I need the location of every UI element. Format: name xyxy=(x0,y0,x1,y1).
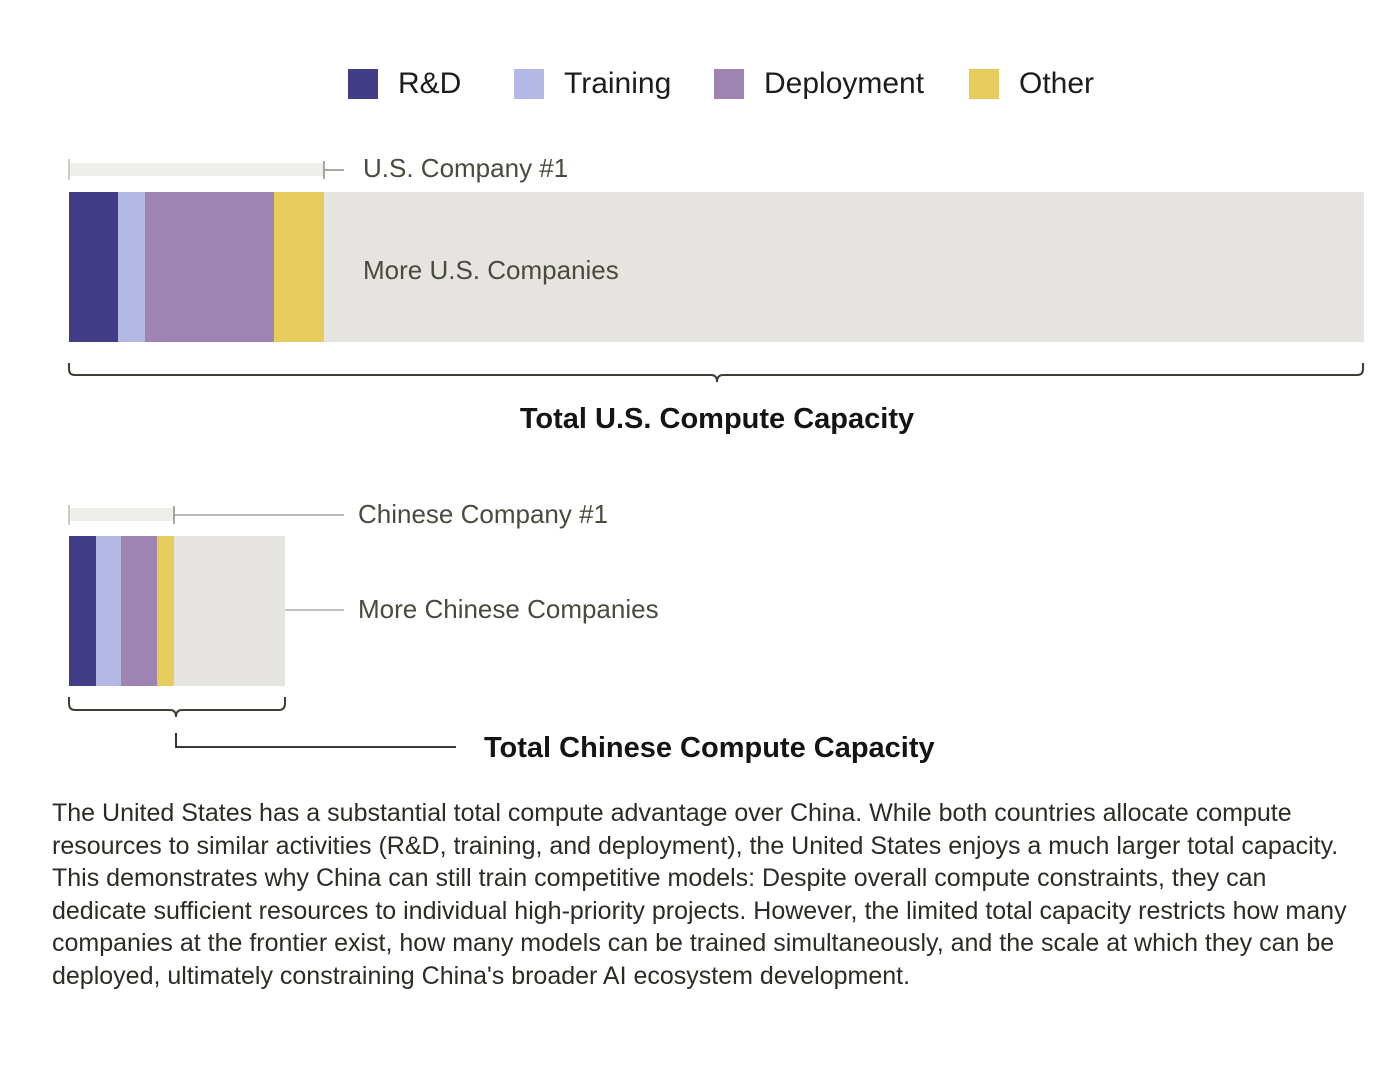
us-training-segment xyxy=(118,192,146,342)
legend-label-deployment: Deployment xyxy=(764,67,925,100)
us-other-segment xyxy=(274,192,324,342)
legend-label-rd: R&D xyxy=(398,67,462,100)
us-total-label: Total U.S. Compute Capacity xyxy=(520,403,914,435)
legend-item-rd: R&D xyxy=(348,64,461,104)
legend-item-other: Other xyxy=(969,64,1094,104)
caption-paragraph: The United States has a substantial tota… xyxy=(52,799,1347,990)
china-company-label: Chinese Company #1 xyxy=(358,499,608,529)
us-remainder-label: More U.S. Companies xyxy=(363,255,619,285)
china-total-label: Total Chinese Compute Capacity xyxy=(484,732,935,764)
us-company-extent-bar xyxy=(69,163,324,176)
china-training-segment xyxy=(96,536,122,686)
legend-item-training: Training xyxy=(514,64,671,104)
legend-swatch-other xyxy=(969,69,999,99)
us-rd-segment xyxy=(69,192,119,342)
legend-item-deployment: Deployment xyxy=(714,64,924,104)
china-section: Chinese Company #1 More Chinese Companie… xyxy=(68,499,935,764)
legend-label-training: Training xyxy=(564,67,672,100)
us-company-label: U.S. Company #1 xyxy=(363,153,568,183)
compute-capacity-diagram: U.S. Company #1 More U.S. Companies Tota… xyxy=(68,153,1364,764)
china-company-extent-bar xyxy=(69,508,174,521)
legend-swatch-training xyxy=(514,69,544,99)
legend-swatch-deployment xyxy=(714,69,744,99)
legend-swatch-rd xyxy=(348,69,378,99)
china-total-bracket xyxy=(68,697,286,718)
legend-label-other: Other xyxy=(1019,67,1095,100)
china-rd-segment xyxy=(69,536,97,686)
china-other-segment xyxy=(157,536,174,686)
china-remainder-label: More Chinese Companies xyxy=(358,594,659,624)
us-total-bracket xyxy=(68,363,1364,383)
us-deployment-segment xyxy=(145,192,275,342)
china-deployment-segment xyxy=(121,536,158,686)
us-section: U.S. Company #1 More U.S. Companies Tota… xyxy=(68,153,1364,435)
china-total-leader-line xyxy=(175,733,456,748)
